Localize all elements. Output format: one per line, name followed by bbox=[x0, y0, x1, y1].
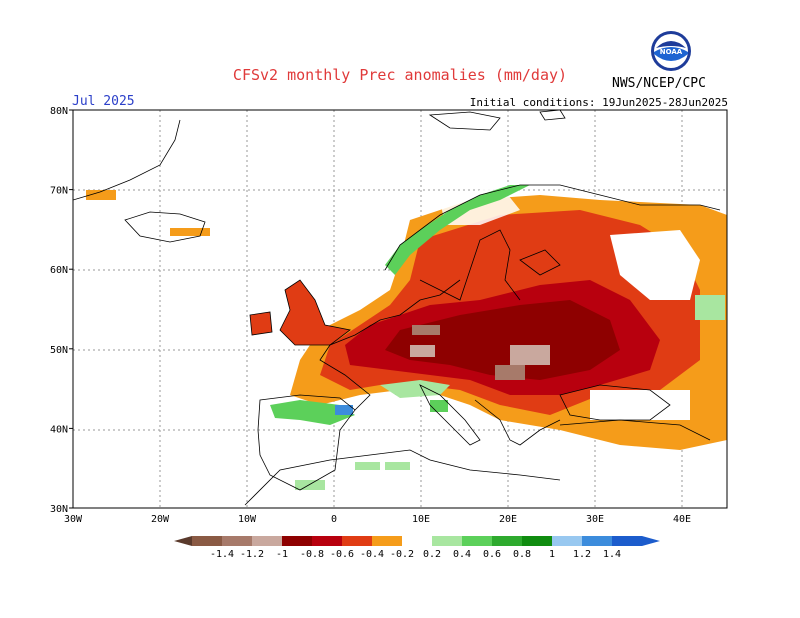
svg-text:NOAA: NOAA bbox=[660, 48, 683, 56]
colorbar-label: -1.4 bbox=[210, 549, 234, 560]
lat-label-30N: 30N bbox=[50, 504, 68, 515]
colorbar-high-arrow bbox=[642, 536, 660, 546]
colorbar-swatch bbox=[582, 536, 612, 546]
initial-conditions: Initial conditions: 19Jun2025-28Jun2025 bbox=[469, 96, 728, 109]
lon-label-20E: 20E bbox=[499, 514, 517, 525]
lon-label-0: 0 bbox=[331, 514, 337, 525]
colorbar bbox=[174, 536, 660, 546]
colorbar-label: 0.8 bbox=[513, 549, 531, 560]
lat-label-70N: 70N bbox=[50, 186, 68, 197]
chart-title: CFSv2 monthly Prec anomalies (mm/day) bbox=[232, 66, 568, 84]
colorbar-label: 1.2 bbox=[573, 549, 591, 560]
colorbar-low-arrow bbox=[174, 536, 192, 546]
colorbar-label: 0.2 bbox=[423, 549, 441, 560]
colorbar-swatch bbox=[192, 536, 222, 546]
colorbar-swatch bbox=[492, 536, 522, 546]
agency-label: NWS/NCEP/CPC bbox=[612, 76, 706, 91]
anomaly-field bbox=[86, 185, 727, 490]
colorbar-swatch bbox=[552, 536, 582, 546]
colorbar-label: 0.4 bbox=[453, 549, 471, 560]
colorbar-swatch bbox=[372, 536, 402, 546]
latitude-labels: 30N 40N 50N 60N 70N 80N bbox=[50, 106, 73, 515]
colorbar-swatch bbox=[612, 536, 642, 546]
map-border bbox=[72, 109, 728, 509]
colorbar-label: -0.4 bbox=[360, 549, 384, 560]
colorbar-labels: -1.4 -1.2 -1 -0.8 -0.6 -0.4 -0.2 0.2 0.4 0.6 0.8 1 1… bbox=[210, 549, 621, 560]
colorbar-label: -1 bbox=[276, 549, 288, 560]
colorbar-swatch bbox=[432, 536, 462, 546]
colorbar-label: -0.2 bbox=[390, 549, 414, 560]
colorbar-swatch bbox=[462, 536, 492, 546]
noaa-logo-icon: NOAA bbox=[651, 31, 691, 71]
colorbar-label: -1.2 bbox=[240, 549, 264, 560]
lon-label-20W: 20W bbox=[151, 514, 170, 525]
colorbar-swatch bbox=[252, 536, 282, 546]
lon-label-10W: 10W bbox=[238, 514, 257, 525]
colorbar-label: 0.6 bbox=[483, 549, 501, 560]
colorbar-swatch bbox=[402, 536, 432, 546]
colorbar-swatch bbox=[342, 536, 372, 546]
forecast-month: Jul 2025 bbox=[72, 94, 135, 109]
colorbar-label: -0.8 bbox=[300, 549, 324, 560]
lat-label-40N: 40N bbox=[50, 424, 68, 435]
colorbar-swatch bbox=[312, 536, 342, 546]
lat-label-50N: 50N bbox=[50, 345, 68, 356]
lat-label-80N: 80N bbox=[50, 106, 68, 117]
lon-label-40E: 40E bbox=[673, 514, 691, 525]
colorbar-swatch bbox=[282, 536, 312, 546]
coastlines bbox=[73, 110, 721, 506]
lat-label-60N: 60N bbox=[50, 265, 68, 276]
lon-label-10E: 10E bbox=[412, 514, 430, 525]
colorbar-swatch bbox=[222, 536, 252, 546]
colorbar-label: -0.6 bbox=[330, 549, 354, 560]
colorbar-label: 1 bbox=[549, 549, 555, 560]
lon-label-30E: 30E bbox=[586, 514, 604, 525]
colorbar-swatch bbox=[522, 536, 552, 546]
longitude-labels: 30W 20W 10W 0 10E 20E 30E 40E bbox=[64, 514, 691, 525]
colorbar-label: 1.4 bbox=[603, 549, 621, 560]
lon-label-30W: 30W bbox=[64, 514, 83, 525]
